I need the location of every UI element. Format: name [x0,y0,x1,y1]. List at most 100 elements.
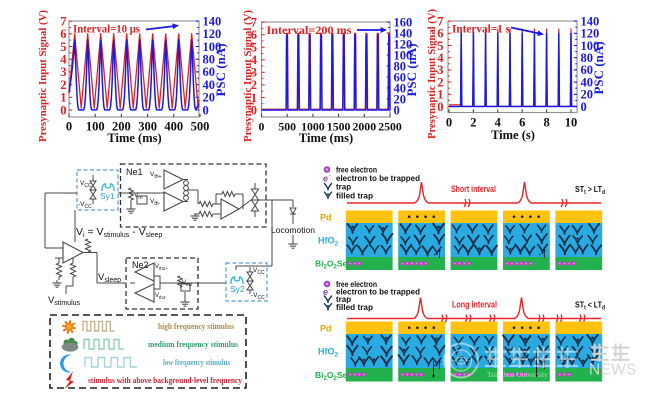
svg-text:160: 160 [394,15,413,29]
svg-text:Long interval: Long interval [452,300,497,310]
svg-text:stimulus with above background: stimulus with above background-level fre… [88,375,243,385]
svg-text:e: e [323,287,328,297]
svg-text:6: 6 [519,116,525,130]
svg-text:60: 60 [394,70,407,84]
svg-text:3: 3 [251,66,257,80]
svg-text:high frequency stimulus: high frequency stimulus [158,321,235,331]
svg-text:Vth2+: Vth2+ [155,264,168,271]
svg-text:80: 80 [203,53,216,67]
svg-text:2: 2 [437,75,443,89]
svg-text:7: 7 [251,15,257,29]
svg-text:Sy2: Sy2 [230,284,245,294]
svg-text:8: 8 [543,116,549,130]
svg-text:VCC: VCC [253,267,265,276]
svg-text:Pd: Pd [320,324,332,334]
svg-text:0: 0 [60,103,66,117]
svg-text:200: 200 [112,120,131,134]
svg-text:filled trap: filled trap [336,303,373,312]
svg-text:HfO2: HfO2 [318,347,339,359]
svg-text:e: e [323,174,328,184]
svg-text:Vth2-: Vth2- [155,293,167,300]
svg-text:free electron: free electron [336,166,377,175]
svg-text:0: 0 [203,103,209,117]
svg-text:1: 1 [437,88,443,102]
svg-text:filled trap: filled trap [336,191,373,200]
svg-text:Interval=200 ms: Interval=200 ms [267,25,353,37]
svg-text:100: 100 [86,120,105,134]
svg-text:Presynaptic Input Signal (V): Presynaptic Input Signal (V) [242,10,254,142]
svg-text:0: 0 [259,120,265,134]
svg-text:3: 3 [437,63,443,77]
svg-text:PSC (nA): PSC (nA) [404,43,419,96]
svg-text:trap: trap [336,183,351,192]
svg-text:Short interval: Short interval [451,184,496,194]
svg-text:4: 4 [437,51,444,65]
svg-text:140: 140 [581,14,600,28]
svg-text:0: 0 [394,103,400,117]
svg-text:5: 5 [251,41,257,55]
svg-text:1: 1 [251,91,257,105]
svg-text:80: 80 [394,59,407,73]
svg-text:Bi2O2Se: Bi2O2Se [315,259,347,271]
svg-text:STt < LTd: STt < LTd [575,300,605,312]
svg-text:140: 140 [394,26,413,40]
svg-text:Ne1: Ne1 [126,167,143,177]
svg-text:5: 5 [437,39,443,53]
svg-text:400: 400 [164,120,183,134]
svg-text:electron to be trapped: electron to be trapped [336,288,420,297]
svg-text:100: 100 [203,40,222,54]
svg-text:trap: trap [336,295,351,304]
svg-text:Time (s): Time (s) [491,128,535,142]
svg-text:2500: 2500 [378,120,402,134]
svg-text:Bi2O2Se: Bi2O2Se [315,370,347,382]
svg-text:140: 140 [203,14,222,28]
svg-text:6: 6 [60,27,66,41]
svg-text:300: 300 [138,120,157,134]
svg-text:Sy1: Sy1 [100,191,115,201]
svg-text:20: 20 [581,88,594,102]
svg-text:1500: 1500 [327,120,351,134]
svg-text:120: 120 [581,27,600,41]
svg-text:-VCC: -VCC [78,201,92,210]
svg-text:60: 60 [203,65,216,79]
svg-text:PSC (nA): PSC (nA) [591,41,606,94]
svg-text:Locomotion: Locomotion [271,225,315,235]
svg-text:Vi = Vstimulus - Vsleep: Vi = Vstimulus - Vsleep [76,226,162,239]
svg-text:medium frequency stimulus: medium frequency stimulus [148,339,239,349]
svg-text:4: 4 [251,53,258,67]
svg-text:1: 1 [60,91,66,105]
svg-text:0: 0 [251,103,257,117]
svg-text:free electron: free electron [336,280,377,289]
svg-text:7: 7 [437,14,443,28]
svg-text:Ne2: Ne2 [132,260,149,270]
svg-text:2: 2 [60,78,66,92]
svg-text:HfO2: HfO2 [318,236,339,248]
svg-text:40: 40 [581,75,594,89]
svg-text:2: 2 [251,78,257,92]
svg-text:5: 5 [60,40,66,54]
svg-text:100: 100 [581,39,600,53]
svg-text:Pd: Pd [320,213,332,223]
svg-text:3: 3 [60,65,66,79]
svg-text:VCC: VCC [80,180,92,189]
svg-text:500: 500 [278,120,296,134]
svg-text:500: 500 [191,120,210,134]
svg-text:Vth+: Vth+ [150,171,162,180]
svg-text:120: 120 [394,37,413,51]
svg-text:100: 100 [394,48,413,62]
svg-text:2: 2 [470,116,476,130]
svg-text:Interval=10 μs: Interval=10 μs [73,24,140,36]
svg-text:Tsinghua University: Tsinghua University [487,370,548,379]
svg-text:40: 40 [394,81,407,95]
svg-text:4: 4 [495,116,502,130]
svg-text:60: 60 [581,63,594,77]
svg-text:7: 7 [60,14,66,28]
svg-text:120: 120 [203,27,222,41]
svg-text:low frequency stimulus: low frequency stimulus [163,357,231,367]
svg-text:Presynaptic Input Signal (V): Presynaptic Input Signal (V) [37,10,49,142]
svg-text:Time (ms): Time (ms) [107,131,161,145]
svg-text:electron to be trapped: electron to be trapped [336,174,420,183]
svg-text:4: 4 [60,53,67,67]
svg-text:-VCC: -VCC [251,292,265,301]
svg-text:0: 0 [446,116,452,130]
